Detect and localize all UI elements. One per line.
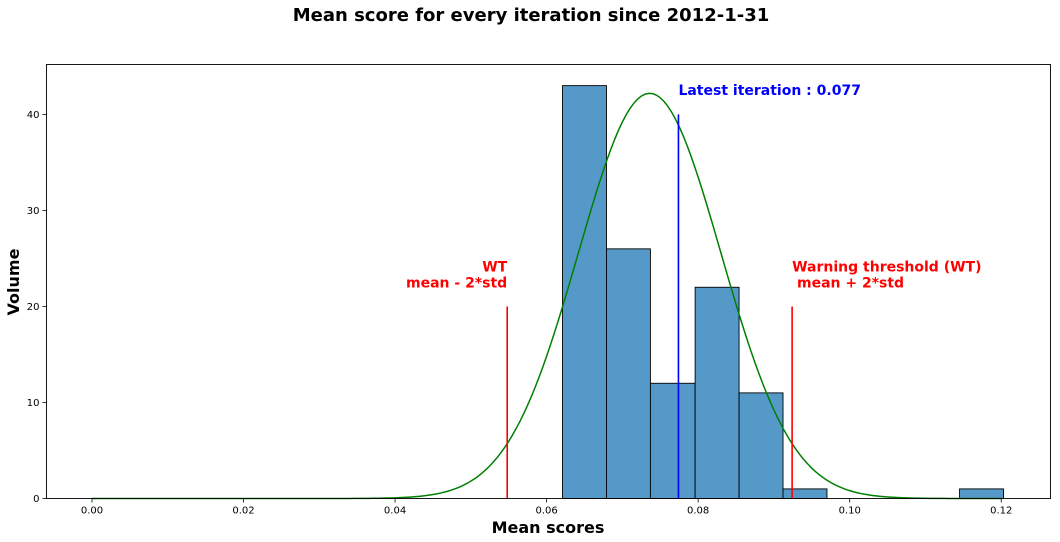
y-tick-label: 40	[27, 110, 40, 121]
plot-frame	[46, 64, 1051, 499]
upper-threshold-annotation: Warning threshold (WT) mean + 2*std	[792, 259, 981, 291]
x-tick-label: 0.06	[535, 506, 557, 517]
histogram-bar	[606, 248, 651, 499]
histogram-bar	[562, 85, 607, 499]
histogram-bar	[649, 382, 696, 499]
x-tick-label: 0.08	[687, 506, 709, 517]
upper-threshold-annotation-line: mean + 2*std	[792, 275, 904, 291]
normal-distribution-curve	[91, 92, 1002, 500]
reference-lines	[506, 114, 793, 499]
histogram-bar	[959, 488, 1004, 499]
x-tick-label: 0.02	[232, 506, 254, 517]
x-axis-title: Mean scores	[492, 518, 605, 537]
lower-threshold-annotation-line: WT	[482, 259, 507, 275]
y-tick-label: 0	[33, 494, 39, 505]
upper-threshold-annotation-line: Warning threshold (WT)	[792, 259, 981, 275]
annotations: Latest iteration : 0.077 WT mean - 2*std Wa…	[406, 83, 981, 291]
y-tick-label: 10	[27, 398, 40, 409]
lower-threshold-annotation: WT mean - 2*std	[406, 259, 508, 291]
histogram-bar	[738, 392, 784, 499]
x-axis-ticks: 0.00 0.02 0.04 0.06 0.08 0.10 0.12	[81, 498, 1012, 517]
lower-threshold-annotation-line: mean - 2*std	[406, 275, 507, 291]
x-tick-label: 0.10	[839, 506, 861, 517]
x-tick-label: 0.12	[990, 506, 1012, 517]
y-axis-ticks: 0 10 20 30 40	[27, 110, 47, 505]
histogram-bar	[782, 488, 828, 499]
y-tick-label: 30	[27, 206, 40, 217]
chart-title: Mean score for every iteration since 201…	[293, 5, 770, 26]
histogram-bars	[562, 85, 1004, 499]
y-tick-label: 20	[27, 302, 40, 313]
latest-annotation: Latest iteration : 0.077	[678, 83, 861, 99]
x-tick-label: 0.04	[384, 506, 406, 517]
x-tick-label: 0.00	[81, 506, 103, 517]
histogram-bar	[694, 286, 740, 499]
y-axis-title: Volume	[4, 248, 23, 315]
latest-annotation-line: Latest iteration : 0.077	[678, 83, 861, 99]
